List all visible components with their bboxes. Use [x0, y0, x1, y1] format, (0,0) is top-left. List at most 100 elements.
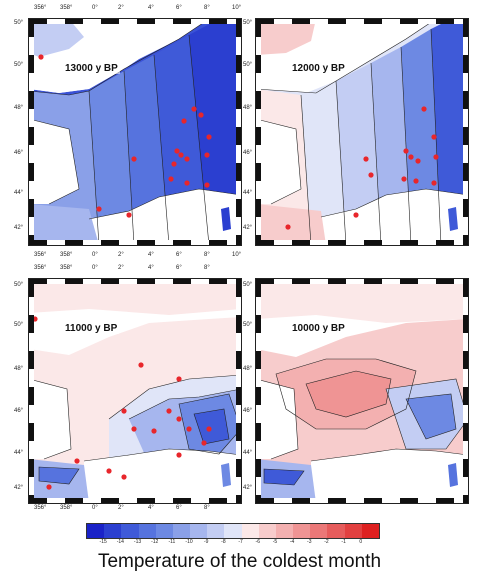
site-markers [285, 106, 439, 230]
colorbar-title: Temperature of the coldest month [97, 551, 382, 572]
colorbar-swatch [87, 524, 105, 538]
age-label-10000: 10000 y BP [290, 323, 347, 334]
colorbar-tick-label: -6 [255, 539, 260, 545]
lat-tick: 42° [243, 485, 253, 491]
lat-tick: 48° [243, 366, 253, 372]
colorbar-tick-label: -13 [133, 539, 142, 545]
lat-tick: 50° [14, 62, 24, 68]
colorbar-tick-label: -4 [289, 539, 295, 545]
lon-tick: 8° [204, 252, 210, 258]
lat-tick: 50° [14, 322, 24, 328]
lat-tick: 48° [14, 105, 24, 111]
lat-tick: 44° [14, 450, 24, 456]
colorbar-swatch [138, 524, 156, 538]
colorbar-tick-label: -5 [272, 539, 278, 545]
lat-tick: 44° [243, 450, 253, 456]
colorbar-swatch [310, 524, 328, 538]
age-label-12000: 12000 y BP [290, 63, 347, 74]
colorbar-tick-label: -9 [204, 539, 209, 545]
colorbar-swatch [275, 524, 294, 538]
lat-tick: 42° [243, 225, 253, 231]
colorbar-swatch [361, 524, 379, 538]
lat-tick: 48° [14, 366, 24, 372]
lat-tick: 50° [243, 62, 253, 68]
lon-tick: 4° [148, 265, 154, 271]
lat-tick: 50° [243, 322, 253, 328]
colorbar-swatch [207, 524, 225, 538]
lat-tick: 44° [14, 190, 24, 196]
lon-tick: 8° [204, 505, 210, 511]
site-markers [38, 54, 212, 218]
colorbar-swatch [104, 524, 122, 538]
lon-tick: 4° [148, 252, 154, 258]
lon-tick: 2° [118, 265, 124, 271]
lat-tick: 50° [14, 20, 24, 26]
lon-tick: 356° [34, 505, 47, 511]
lon-tick: 10° [232, 252, 242, 258]
lon-tick: 8° [204, 5, 210, 11]
lon-tick: 4° [148, 505, 154, 511]
lon-tick: 10° [232, 5, 242, 11]
map-13000-svg [29, 19, 241, 245]
colorbar-tick-label: -10 [185, 539, 193, 545]
colorbar-tick-label: -11 [168, 539, 176, 545]
lat-tick: 46° [14, 408, 24, 414]
colorbar-swatch [224, 524, 242, 538]
lon-tick: 358° [60, 505, 73, 511]
colorbar-swatch [327, 524, 345, 538]
lat-tick: 42° [14, 485, 24, 491]
lat-tick: 50° [243, 282, 253, 288]
map-10000-svg [256, 279, 468, 503]
age-label-13000: 13000 y BP [63, 63, 120, 74]
lat-tick: 46° [14, 150, 24, 156]
colorbar-tick-label: -14 [116, 539, 124, 545]
lon-tick: 358° [60, 252, 73, 258]
lon-tick: 2° [118, 5, 124, 11]
colorbar-swatch [241, 524, 259, 538]
colorbar-swatch [190, 524, 208, 538]
lon-tick: 2° [118, 252, 124, 258]
lat-tick: 46° [243, 408, 253, 414]
lon-tick: 8° [204, 265, 210, 271]
age-label-11000: 11000 y BP [63, 323, 120, 334]
colorbar-swatch [121, 524, 139, 538]
colorbar-swatch [155, 524, 173, 538]
lon-tick: 358° [60, 265, 73, 271]
colorbar-swatch [172, 524, 191, 538]
lon-tick: 6° [176, 252, 182, 258]
map-12000-svg [256, 19, 468, 245]
lon-tick: 358° [60, 5, 73, 11]
colorbar-swatch [344, 524, 362, 538]
map-panel-13000: 13000 y BP [28, 18, 242, 246]
colorbar-tick-label: -1 [341, 539, 346, 545]
lat-tick: 42° [14, 225, 24, 231]
lon-tick: 0° [92, 505, 98, 511]
lat-tick: 44° [243, 190, 253, 196]
colorbar-swatch [258, 524, 276, 538]
lon-tick: 0° [92, 252, 98, 258]
map-panel-10000: 10000 y BP [255, 278, 469, 504]
colorbar-tick-label: 0 [359, 539, 363, 545]
colorbar-tick-label: -7 [238, 539, 243, 545]
lon-tick: 356° [34, 252, 47, 258]
colorbar-ticks: -15 -14 -13 -12 -11 -10 -9 -8 -7 -6 -5 -4 -3 -2 -1 0 [86, 539, 378, 547]
lat-tick: 50° [243, 20, 253, 26]
lon-tick: 0° [92, 265, 98, 271]
lat-tick: 46° [243, 150, 253, 156]
colorbar-tick-label: -2 [324, 539, 329, 545]
map-panel-12000: 12000 y BP [255, 18, 469, 246]
colorbar-tick-label: -15 [99, 539, 107, 545]
lon-tick: 356° [34, 5, 47, 11]
colorbar-tick-label: -3 [307, 539, 312, 545]
site-markers [32, 316, 212, 490]
lon-tick: 4° [148, 5, 154, 11]
lon-tick: 6° [176, 505, 182, 511]
colorbar [86, 523, 380, 539]
lon-tick: 0° [92, 5, 98, 11]
lat-tick: 50° [14, 282, 24, 288]
lon-tick: 6° [176, 5, 182, 11]
lon-tick: 2° [118, 505, 124, 511]
lat-tick: 48° [243, 105, 253, 111]
colorbar-tick-label: -12 [151, 539, 159, 545]
lon-tick: 356° [34, 265, 47, 271]
